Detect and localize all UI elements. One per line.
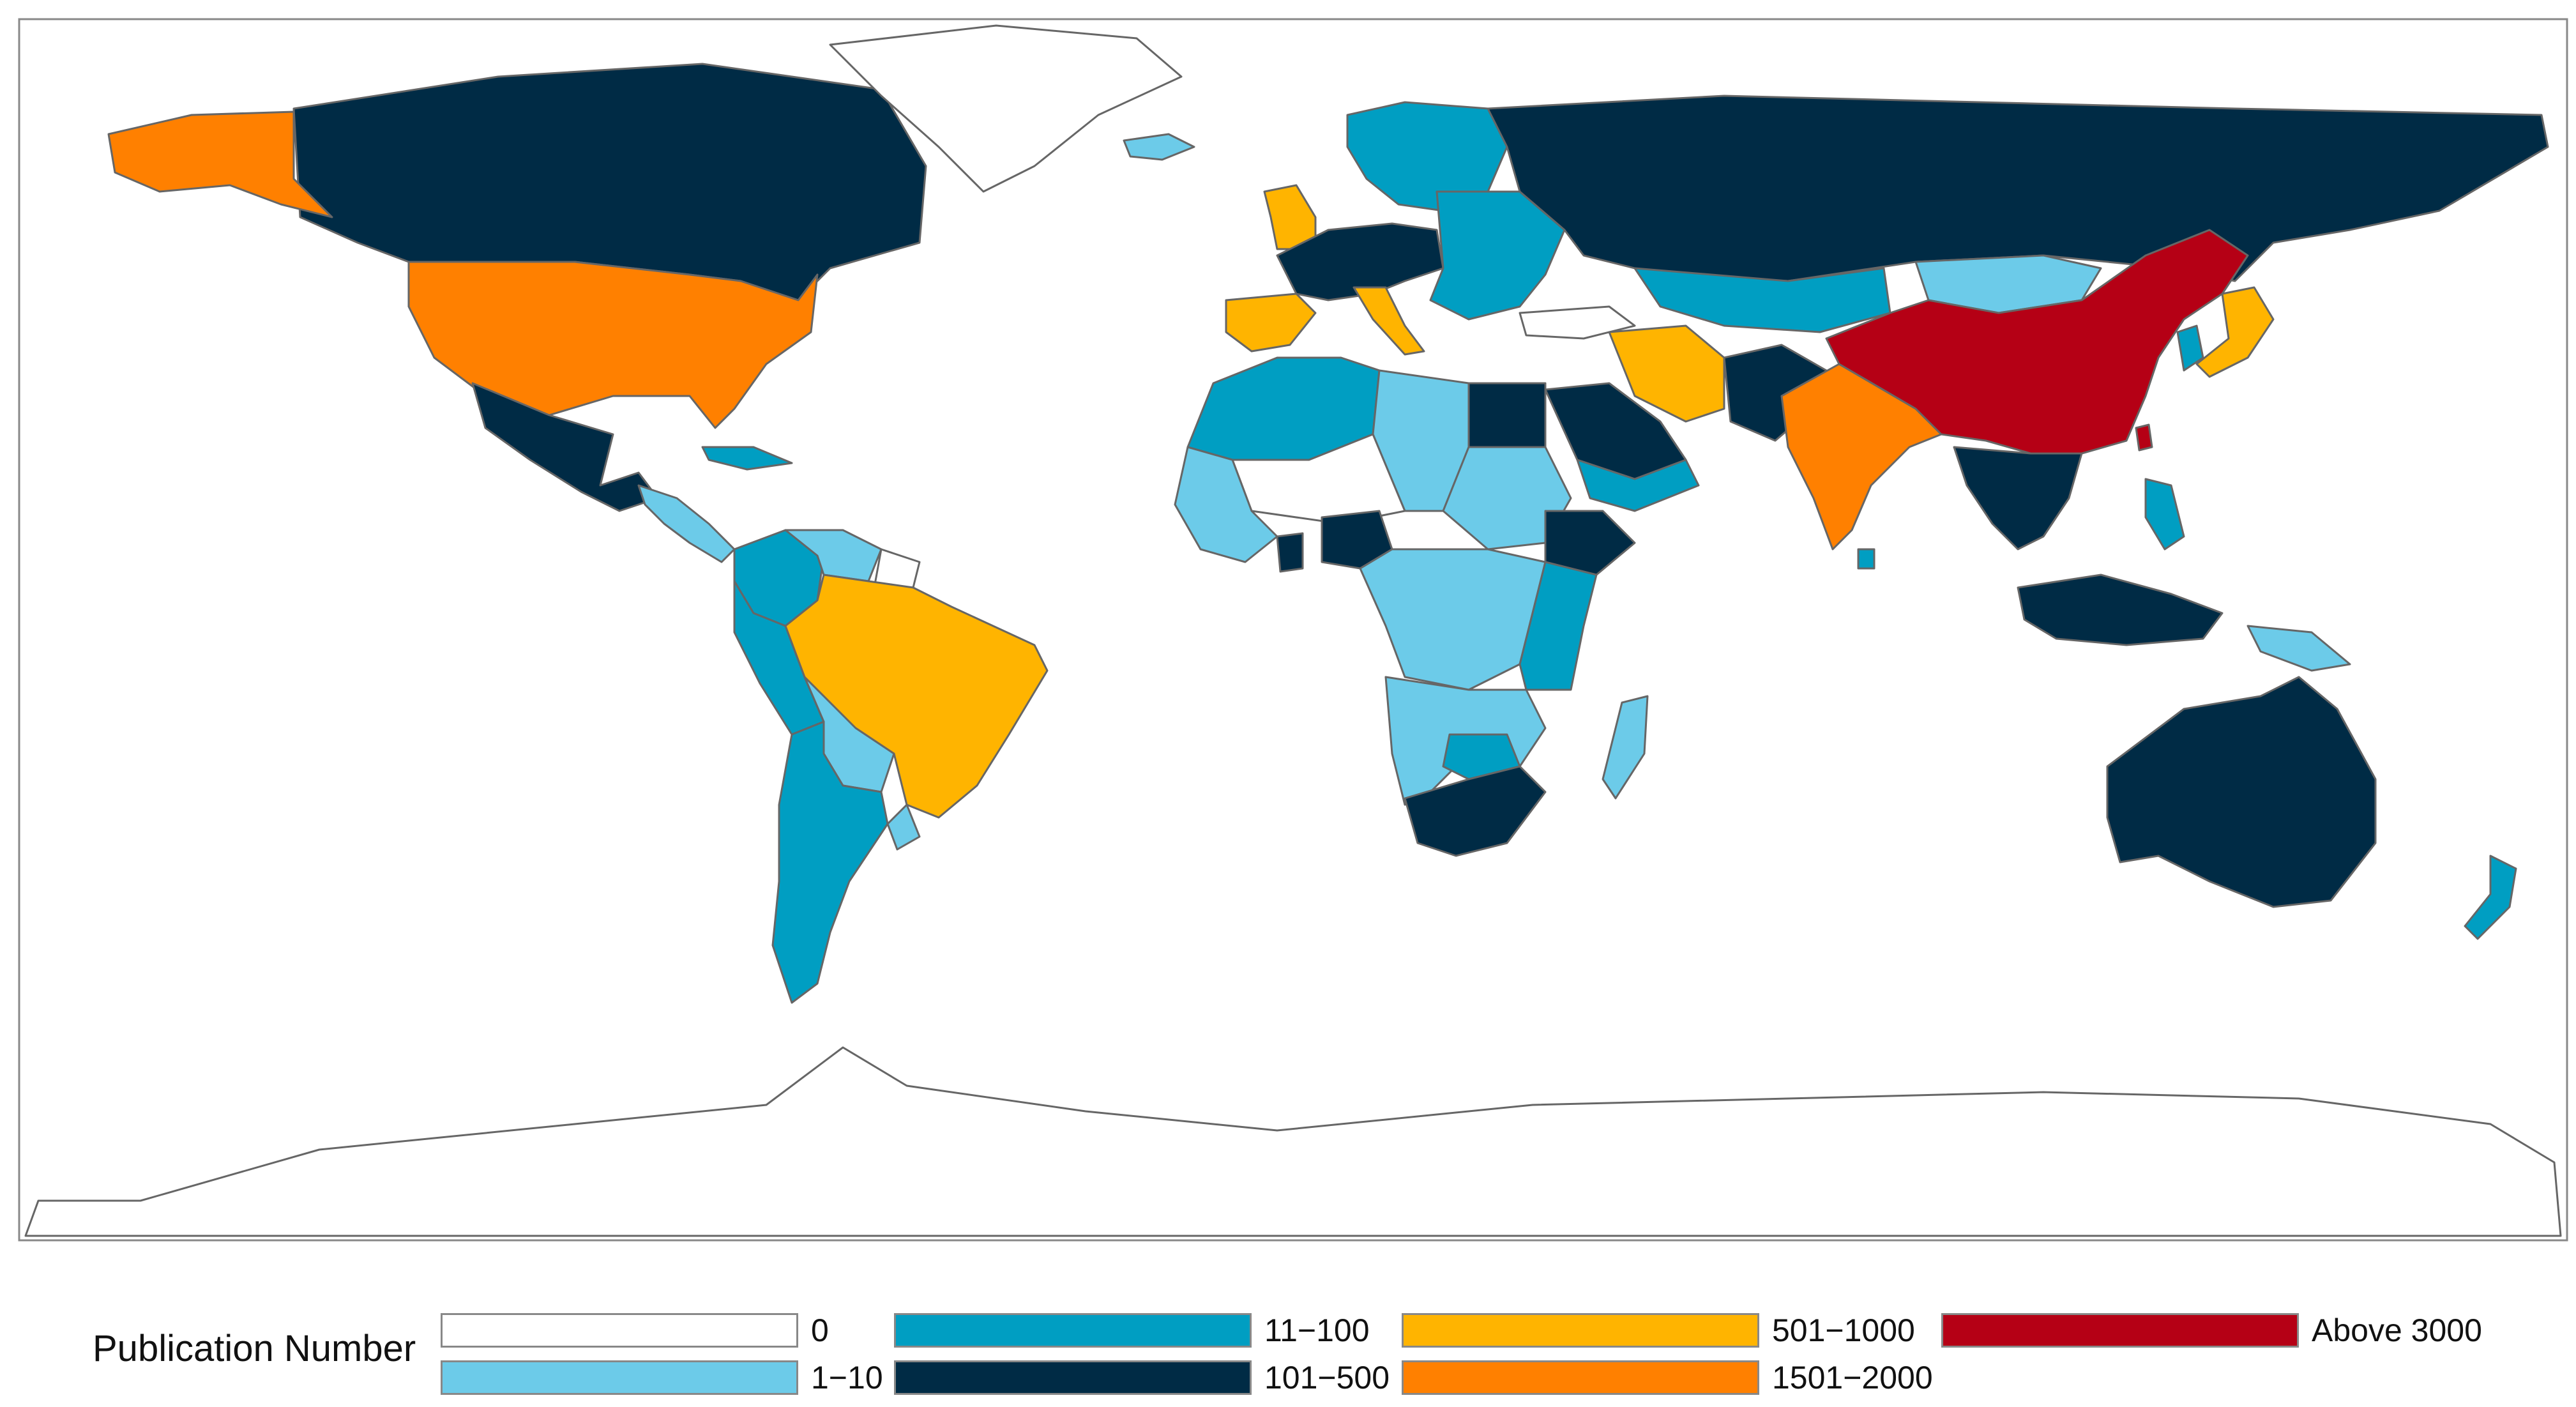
region-japan xyxy=(2195,286,2275,378)
region-alaska xyxy=(107,110,333,218)
region-china xyxy=(1825,229,2249,455)
legend-swatch-1501-2000 xyxy=(1402,1360,1759,1395)
region-south-africa xyxy=(1404,765,1547,857)
region-argentina-chile xyxy=(771,720,889,1004)
legend-label-101-500: 101−500 xyxy=(1264,1360,1390,1396)
region-egypt xyxy=(1467,382,1547,448)
region-new-zealand xyxy=(2464,855,2517,940)
region-east-africa xyxy=(1519,561,1598,691)
region-gulf-yemen xyxy=(1576,459,1700,512)
region-iran xyxy=(1608,324,1725,423)
legend-label-above-3000: Above 3000 xyxy=(2312,1312,2482,1348)
region-west-africa xyxy=(1174,446,1278,563)
region-philippines xyxy=(2144,478,2185,551)
region-iberia xyxy=(1225,293,1317,353)
region-indonesia xyxy=(2017,574,2224,646)
region-central-america xyxy=(637,484,736,563)
region-antarctica xyxy=(24,1046,2562,1237)
legend-swatch-11-100 xyxy=(894,1313,1252,1348)
legend-swatch-0 xyxy=(441,1313,798,1348)
legend-swatch-101-500 xyxy=(894,1360,1252,1395)
legend-swatch-501-1000 xyxy=(1402,1313,1759,1348)
legend-label-0: 0 xyxy=(811,1312,829,1348)
region-mainland-southeast-asia xyxy=(1953,446,2083,551)
legend-swatch-1-10 xyxy=(441,1360,798,1395)
legend-label-1-10: 1−10 xyxy=(811,1360,883,1396)
region-ethiopia xyxy=(1544,510,1636,576)
region-greenland xyxy=(829,24,1183,193)
region-usa xyxy=(407,261,819,429)
region-uruguay xyxy=(886,803,921,851)
region-caribbean xyxy=(701,446,793,471)
legend-title: Publication Number xyxy=(93,1328,416,1369)
legend-label-501-1000: 501−1000 xyxy=(1772,1312,1915,1348)
country-layer xyxy=(24,24,2562,1237)
region-australia xyxy=(2106,676,2377,908)
legend-label-1501-2000: 1501−2000 xyxy=(1772,1360,1933,1396)
region-italy xyxy=(1352,286,1425,356)
region-ghana xyxy=(1276,532,1304,573)
region-sri-lanka xyxy=(1857,548,1875,570)
legend-label-11-100: 11−100 xyxy=(1264,1312,1370,1348)
region-western-europe xyxy=(1276,222,1444,301)
region-iceland xyxy=(1123,133,1195,161)
region-brazil xyxy=(784,574,1049,819)
region-kazakhstan xyxy=(1633,267,1891,333)
legend-swatch-above-3000 xyxy=(1941,1313,2299,1348)
region-korea xyxy=(2176,324,2204,372)
region-taiwan xyxy=(2135,423,2153,452)
region-papua-new-guinea xyxy=(2246,625,2351,672)
region-madagascar xyxy=(1602,695,1649,800)
